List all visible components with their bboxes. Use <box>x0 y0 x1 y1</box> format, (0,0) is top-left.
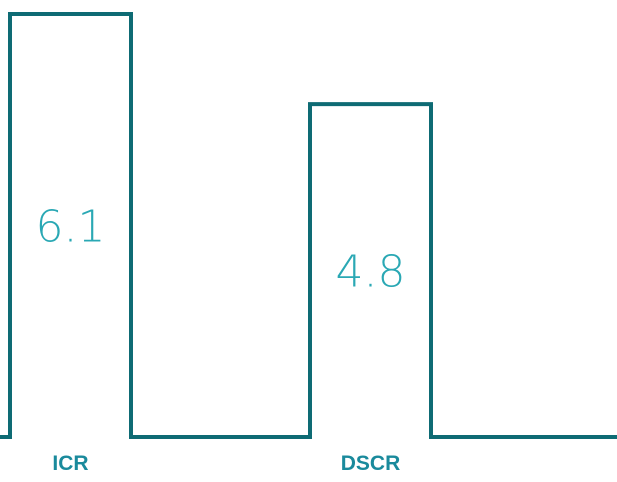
bar-outline-path <box>0 12 617 439</box>
value-label-icr: 6.1 <box>36 202 106 253</box>
value-label-dscr: 4.8 <box>336 247 406 298</box>
category-label-dscr: DSCR <box>341 452 401 475</box>
category-label-icr: ICR <box>52 452 88 475</box>
